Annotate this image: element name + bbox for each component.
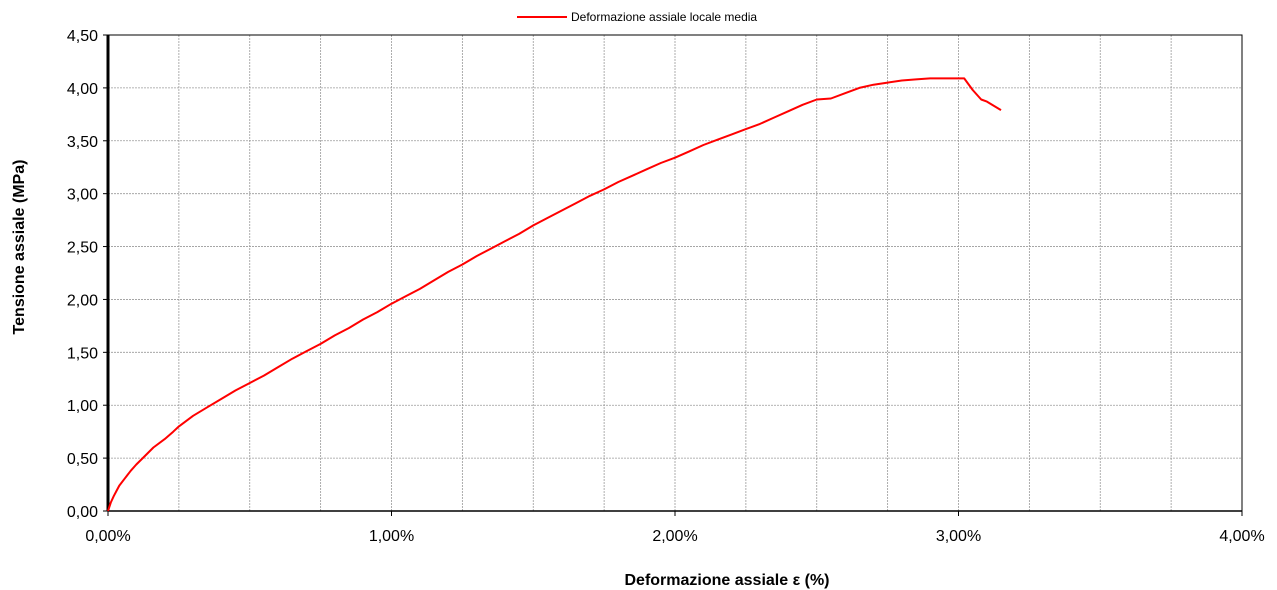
series-layer — [107, 77, 1002, 512]
x-tick-label: 1,00% — [369, 528, 414, 545]
y-tick-label: 0,00 — [67, 504, 98, 521]
y-tick-label: 3,50 — [67, 134, 98, 151]
series-line — [107, 77, 1002, 512]
axes — [103, 34, 1243, 516]
y-tick-label: 2,00 — [67, 292, 98, 309]
y-tick-label: 0,50 — [67, 451, 98, 468]
tick-labels: 0,00 0,50 1,00 1,50 2,00 2,50 3,00 3,50 4,00 4,50… — [67, 28, 1265, 545]
y-tick-label: 4,50 — [67, 28, 98, 45]
x-tick-label: 3,00% — [936, 528, 981, 545]
legend-label: Deformazione assiale locale media — [571, 10, 757, 24]
y-tick-label: 4,00 — [67, 81, 98, 98]
x-axis-title: Deformazione assiale ε (%) — [625, 572, 830, 589]
y-tick-label: 1,50 — [67, 345, 98, 362]
y-tick-label: 2,50 — [67, 240, 98, 257]
y-tick-label: 1,00 — [67, 398, 98, 415]
grid — [108, 35, 1242, 511]
x-tick-label: 2,00% — [652, 528, 697, 545]
x-tick-label: 0,00% — [85, 528, 130, 545]
legend: Deformazione assiale locale media — [517, 10, 757, 24]
x-tick-label: 4,00% — [1219, 528, 1264, 545]
y-tick-label: 3,00 — [67, 187, 98, 204]
y-axis-title: Tensione assiale (MPa) — [11, 160, 28, 335]
